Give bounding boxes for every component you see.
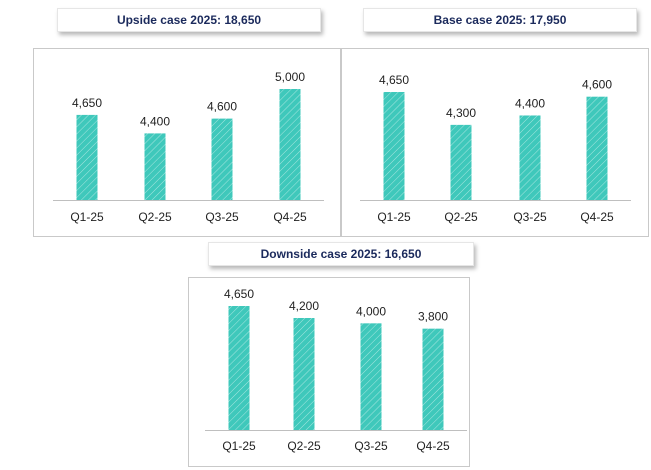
downside-value-label-q2-25: 4,200 <box>289 299 319 313</box>
base-bar-q3-25 <box>519 115 541 200</box>
downside-bar-q2-25 <box>293 318 315 430</box>
upside-value-label-q3-25: 4,600 <box>207 100 237 114</box>
downside-value-label-q1-25: 4,650 <box>224 287 254 301</box>
downside-category-label-q4-25: Q4-25 <box>416 439 450 453</box>
downside-chart-title: Downside case 2025: 16,650 <box>208 242 474 266</box>
downside-bar-q4-25 <box>422 328 444 430</box>
upside-value-label-q4-25: 5,000 <box>275 70 305 84</box>
base-bar-q1-25 <box>383 92 405 200</box>
downside-bar-q1-25 <box>228 306 250 430</box>
upside-category-label-q2-25: Q2-25 <box>138 210 172 224</box>
downside-bar-chart: 4,650 Q1-25 4,200 Q2-25 4,000 Q3-25 3,800 Q4-25 <box>205 287 467 453</box>
base-chart-title: Base case 2025: 17,950 <box>363 8 637 32</box>
upside-bar-q3-25 <box>211 118 233 200</box>
upside-bar-chart: 4,650 Q1-25 4,400 Q2-25 4,600 Q3-25 5,000 Q4-25 <box>53 70 324 224</box>
base-bar-q4-25 <box>586 96 608 200</box>
base-chart-panel: 4,650 Q1-25 4,300 Q2-25 4,400 Q3-25 4,600 Q4-25 <box>341 48 649 237</box>
base-category-label-q4-25: Q4-25 <box>580 210 614 224</box>
downside-category-label-q1-25: Q1-25 <box>222 439 256 453</box>
upside-chart-panel: 4,650 Q1-25 4,400 Q2-25 4,600 Q3-25 5,000 Q4-25 <box>33 48 341 237</box>
base-value-label-q2-25: 4,300 <box>446 106 476 120</box>
downside-category-label-q2-25: Q2-25 <box>287 439 321 453</box>
base-category-label-q3-25: Q3-25 <box>513 210 547 224</box>
upside-bar-q4-25 <box>279 89 301 200</box>
upside-category-label-q1-25: Q1-25 <box>70 210 104 224</box>
base-value-label-q3-25: 4,400 <box>515 96 545 110</box>
upside-value-label-q2-25: 4,400 <box>140 114 170 128</box>
upside-bar-q2-25 <box>144 133 166 200</box>
base-bar-chart: 4,650 Q1-25 4,300 Q2-25 4,400 Q3-25 4,600 Q4-25 <box>360 73 631 224</box>
base-value-label-q1-25: 4,650 <box>379 73 409 87</box>
downside-value-label-q3-25: 4,000 <box>356 304 386 318</box>
upside-category-label-q3-25: Q3-25 <box>205 210 239 224</box>
downside-category-label-q3-25: Q3-25 <box>354 439 388 453</box>
upside-chart-title: Upside case 2025: 18,650 <box>57 8 321 32</box>
downside-chart-panel: 4,650 Q1-25 4,200 Q2-25 4,000 Q3-25 3,800 Q4-25 <box>188 277 470 467</box>
downside-value-label-q4-25: 3,800 <box>418 310 448 324</box>
base-category-label-q1-25: Q1-25 <box>377 210 411 224</box>
base-bar-q2-25 <box>450 124 472 200</box>
upside-category-label-q4-25: Q4-25 <box>273 210 307 224</box>
upside-bar-q1-25 <box>76 114 98 200</box>
base-category-label-q2-25: Q2-25 <box>444 210 478 224</box>
base-value-label-q4-25: 4,600 <box>582 78 612 92</box>
downside-bar-q3-25 <box>360 323 382 430</box>
upside-value-label-q1-25: 4,650 <box>72 96 102 110</box>
